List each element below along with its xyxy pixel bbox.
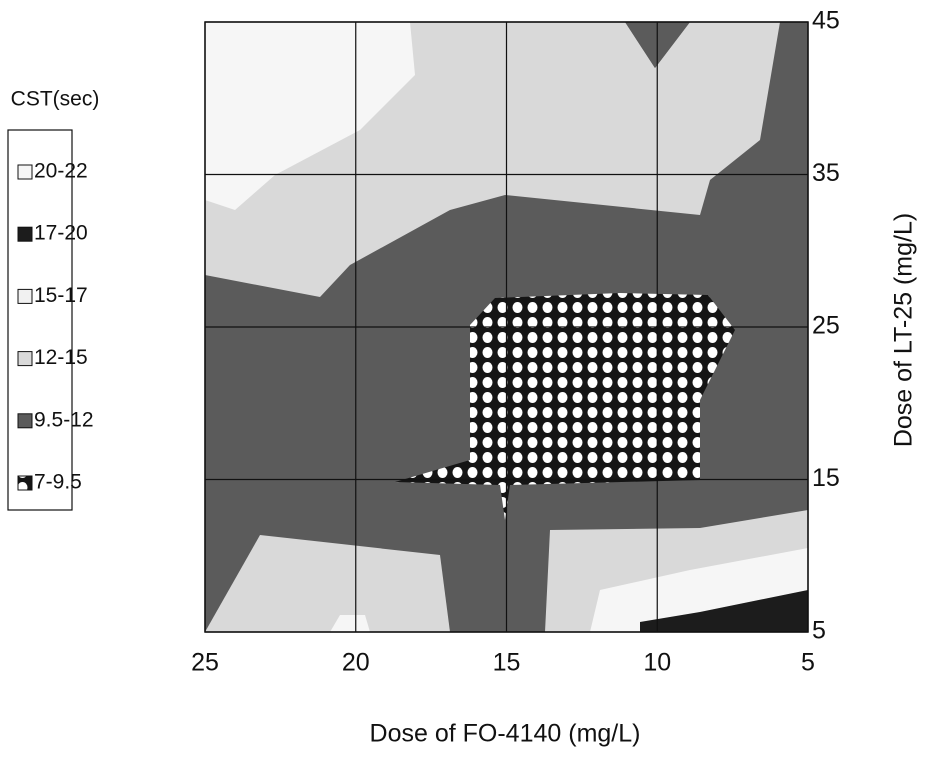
legend-label: 9.5-12	[34, 408, 94, 431]
legend: 20-22 17-20 15-17 12-15 9.5-12 7-9.5	[17, 160, 94, 494]
y-axis-label: Dose of LT-25 (mg/L)	[890, 213, 918, 447]
y-tick-label: 45	[812, 7, 840, 35]
legend-swatch	[17, 164, 33, 180]
legend-title: CST(sec)	[11, 88, 100, 111]
legend-label: 17-20	[34, 222, 88, 245]
legend-swatch	[17, 288, 33, 304]
x-tick-label: 10	[643, 649, 671, 677]
x-tick-label: 15	[493, 649, 521, 677]
region	[395, 293, 735, 520]
region	[330, 615, 370, 632]
x-axis-label: Dose of FO-4140 (mg/L)	[370, 720, 641, 748]
x-tick-label: 5	[801, 649, 815, 677]
x-tick-label: 25	[191, 649, 219, 677]
legend-swatch	[17, 413, 33, 429]
x-tick-label: 20	[342, 649, 370, 677]
legend-swatch	[17, 351, 33, 367]
y-tick-label: 35	[812, 159, 840, 187]
region	[205, 535, 450, 632]
region	[640, 590, 808, 632]
plot-frame	[204, 21, 809, 633]
y-tick-label: 25	[812, 312, 840, 340]
legend-swatch	[17, 475, 33, 491]
legend-box	[7, 129, 73, 511]
region	[205, 22, 415, 210]
legend-label: 12-15	[34, 346, 88, 369]
legend-label: 20-22	[34, 160, 88, 183]
legend-swatch	[17, 226, 33, 242]
y-tick-label: 5	[812, 617, 826, 645]
legend-label: 7-9.5	[34, 471, 82, 494]
region	[590, 548, 808, 632]
legend-label: 15-17	[34, 284, 88, 307]
y-tick-label: 15	[812, 464, 840, 492]
